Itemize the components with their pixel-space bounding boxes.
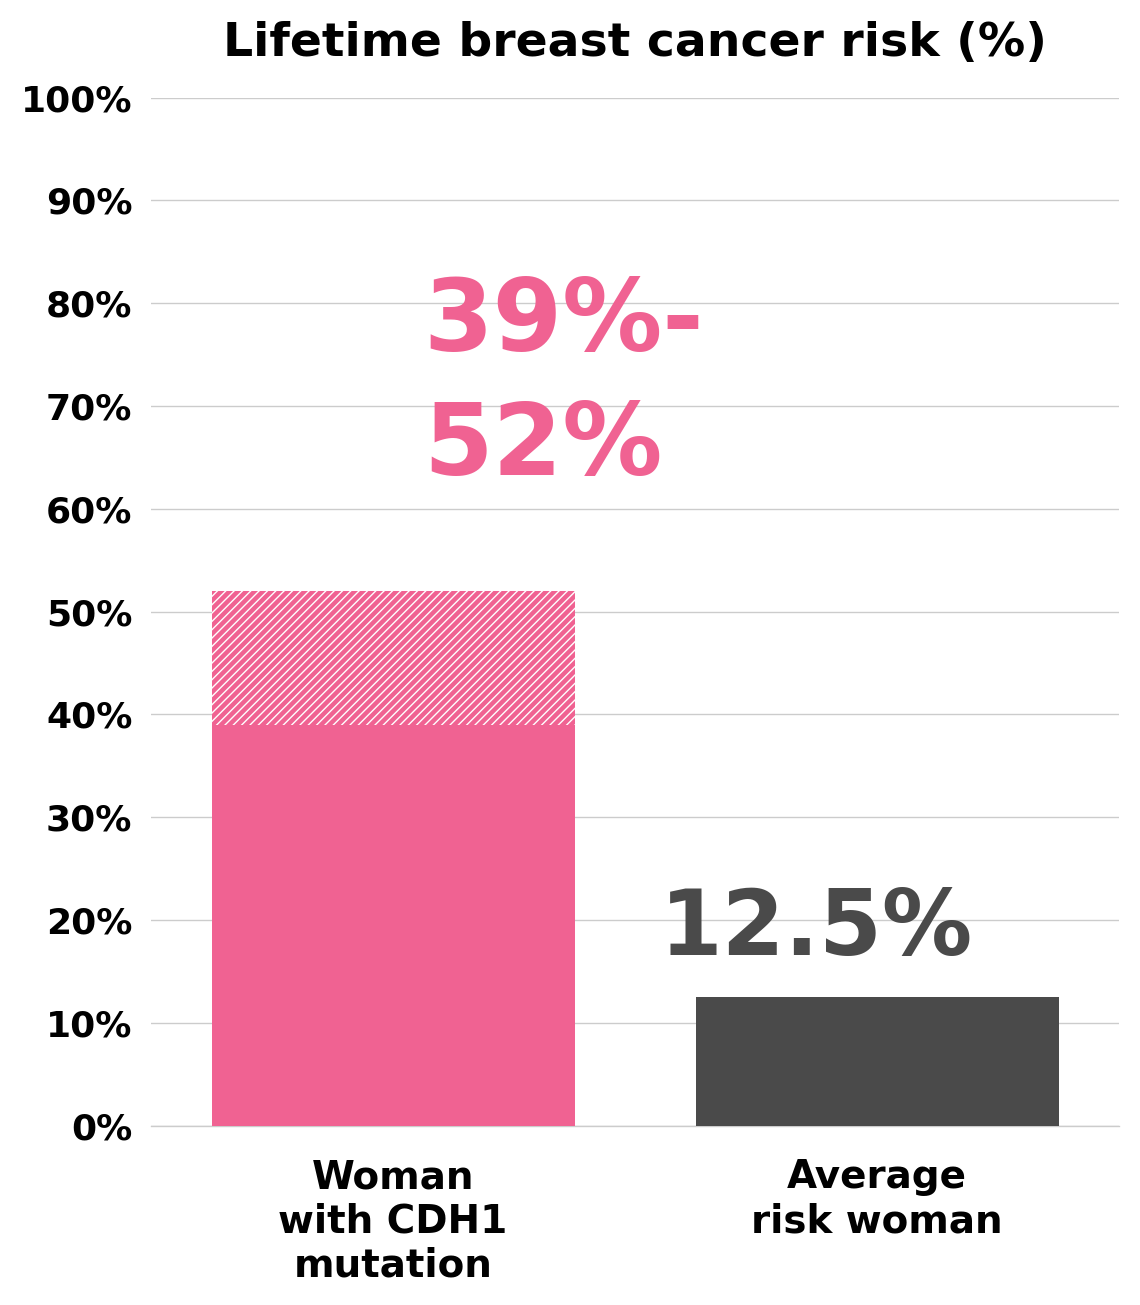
Text: 12.5%: 12.5% (660, 886, 974, 975)
Bar (212, 724, 575, 1125)
Bar (695, 997, 1059, 1125)
Text: 39%-: 39%- (423, 275, 705, 372)
Text: 52%: 52% (423, 398, 662, 496)
Title: Lifetime breast cancer risk (%): Lifetime breast cancer risk (%) (223, 21, 1047, 65)
Bar (212, 591, 575, 724)
